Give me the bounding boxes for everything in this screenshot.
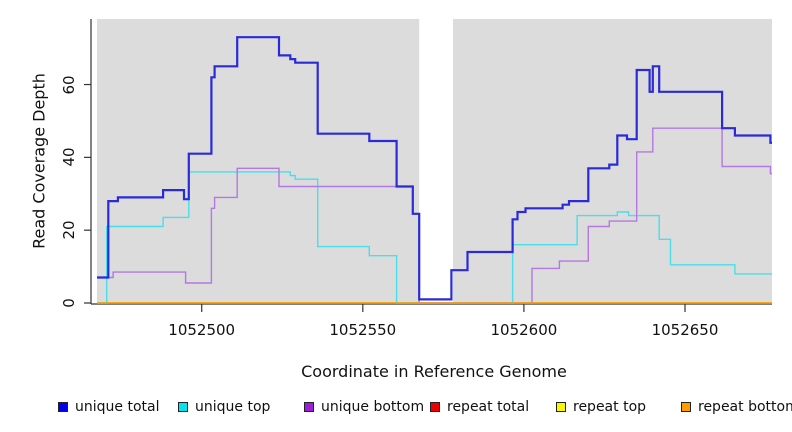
y-axis-title: Read Coverage Depth [29, 73, 49, 249]
y-tick-label: 0 [60, 298, 78, 308]
unique-top-swatch-icon [178, 402, 188, 412]
legend-item-repeat-bottom: repeat bottom [681, 398, 792, 416]
unique-bottom-swatch-icon [304, 402, 314, 412]
legend-label: repeat top [573, 399, 647, 415]
legend-label: unique bottom [321, 399, 425, 415]
legend-item-unique-total: unique total [58, 398, 159, 416]
y-tick-label: 60 [60, 74, 78, 95]
x-tick-label: 1052500 [168, 321, 236, 339]
legend-label: repeat total [447, 399, 530, 415]
repeat-top-swatch-icon [556, 402, 566, 412]
y-tick-label: 40 [60, 147, 78, 167]
legend-item-unique-bottom: unique bottom [304, 398, 424, 416]
legend-label: repeat bottom [698, 399, 792, 415]
series-line-unique-top [97, 171, 772, 304]
repeat-bottom-swatch-icon [681, 402, 691, 412]
legend-label: unique total [75, 399, 160, 415]
unique-total-swatch-icon [58, 402, 68, 412]
legend-item-repeat-total: repeat total [430, 398, 529, 416]
x-axis-title: Coordinate in Reference Genome [301, 362, 567, 381]
x-tick-label: 1052650 [651, 321, 719, 339]
repeat-total-swatch-icon [430, 402, 440, 412]
masked-region [419, 19, 454, 303]
series-line-unique-total [97, 36, 772, 301]
legend-item-unique-top: unique top [178, 398, 270, 416]
legend: unique total unique top unique bottom re… [0, 398, 792, 422]
y-tick-label: 20 [60, 220, 78, 240]
x-tick-label: 1052550 [329, 321, 397, 339]
x-tick-label: 1052600 [490, 321, 558, 339]
legend-item-repeat-top: repeat top [556, 398, 646, 416]
legend-label: unique top [195, 399, 271, 415]
